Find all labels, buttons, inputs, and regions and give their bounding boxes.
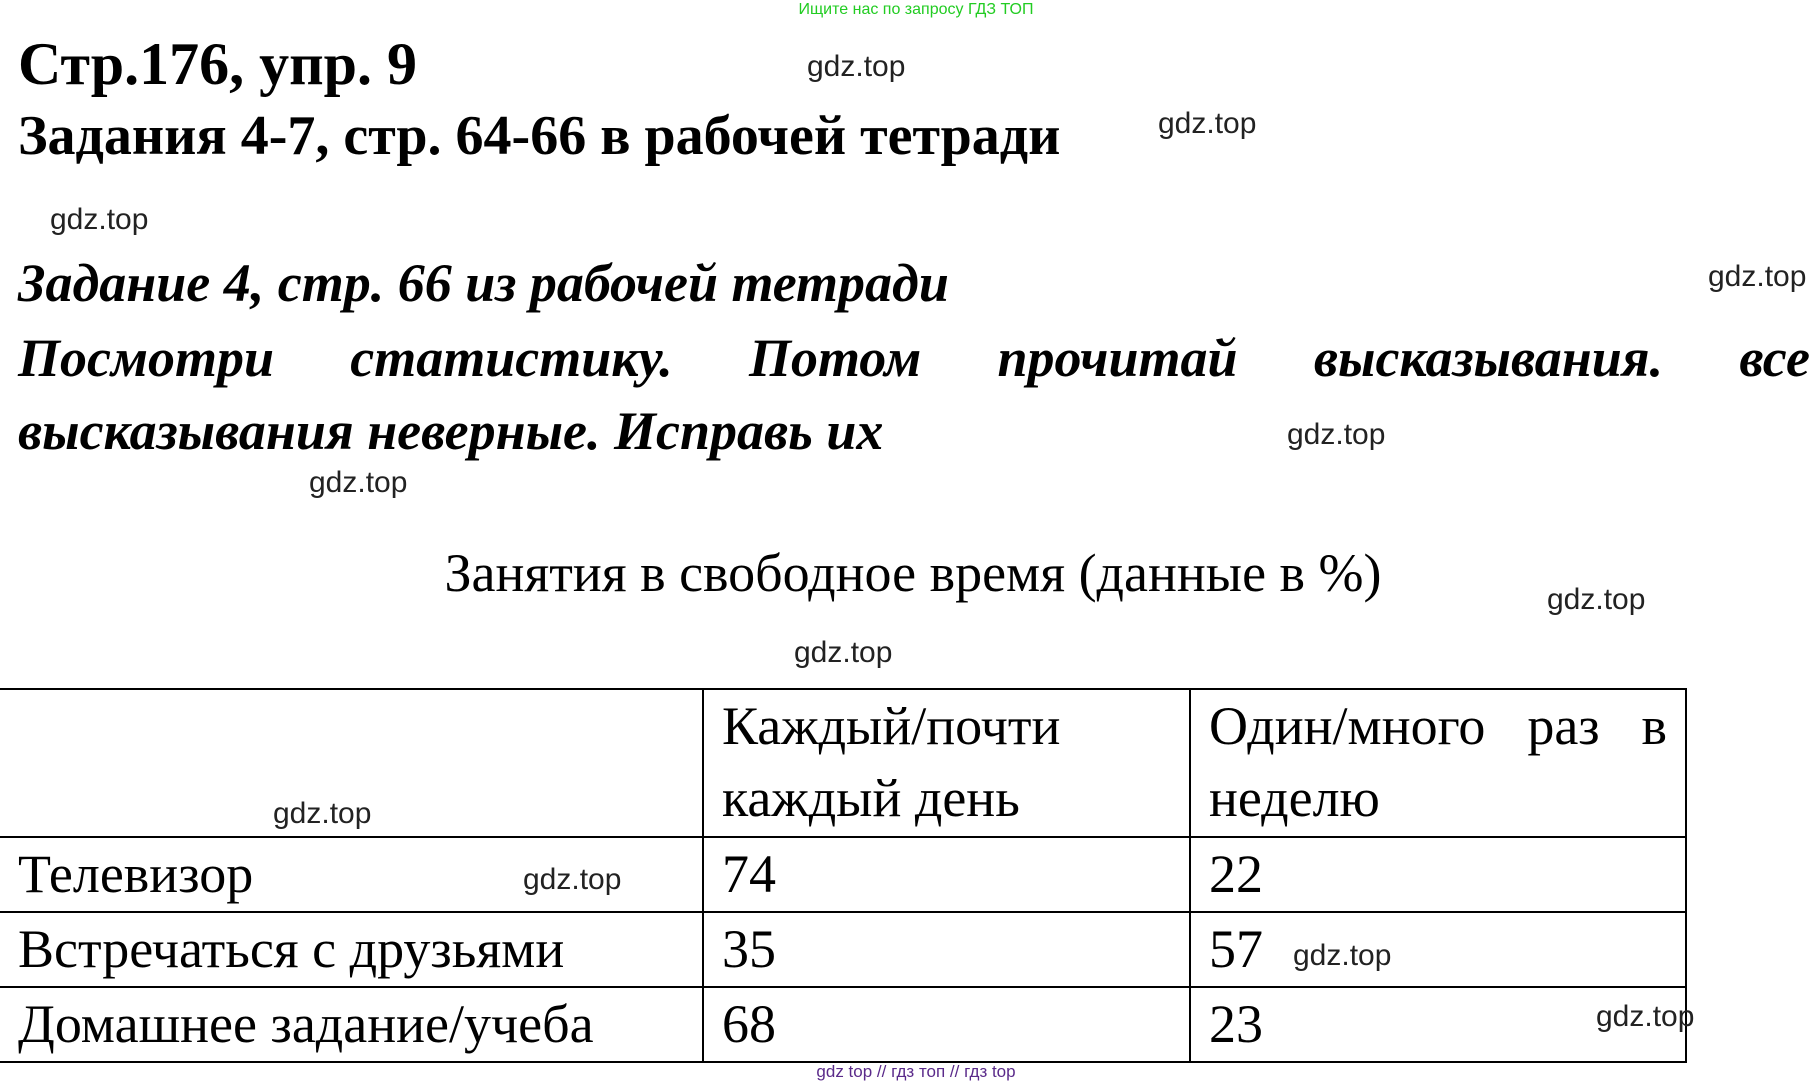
watermark: gdz.top — [1547, 583, 1646, 616]
watermark: gdz.top — [273, 797, 372, 830]
table-cell: 35 — [702, 911, 1191, 988]
statistics-table: Каждый/почти каждый день Один/много раз … — [0, 688, 1687, 1063]
table-header-row: Каждый/почти каждый день Один/много раз … — [0, 688, 1687, 838]
table-cell: Встречаться с друзьями — [0, 911, 704, 988]
table-row: Телевизор 74 22 — [0, 836, 1687, 913]
table-header-cell: Каждый/почти каждый день — [702, 688, 1191, 838]
table-row: Домашнее задание/учеба 68 23 — [0, 986, 1687, 1063]
header-label: Каждый/почти каждый день — [722, 696, 1061, 828]
watermark: gdz.top — [1708, 260, 1807, 293]
watermark: gdz.top — [523, 863, 622, 896]
top-note: Ищите нас по запросу ГДЗ ТОП — [798, 1, 1034, 18]
page-heading: Стр.176, упр. 9 — [18, 31, 418, 97]
table-header-cell: Один/много раз в неделю — [1189, 688, 1687, 838]
watermark: gdz.top — [1287, 418, 1386, 451]
table-cell: 57 — [1189, 911, 1687, 988]
watermark: gdz.top — [807, 50, 906, 83]
header-label: Один/много раз в неделю — [1209, 696, 1667, 828]
watermark: gdz.top — [1293, 939, 1392, 972]
table-title: Занятия в свободное время (данные в %) — [444, 543, 1382, 603]
watermark: gdz.top — [1596, 1000, 1695, 1033]
table-header-cell — [0, 688, 704, 838]
task-instruction: Посмотри статистику. Потом прочитай выск… — [18, 328, 1810, 461]
table-cell: 23 — [1189, 986, 1687, 1063]
table-row: Встречаться с друзьями 35 57 — [0, 911, 1687, 988]
watermark: gdz.top — [50, 203, 149, 236]
watermark: gdz.top — [794, 636, 893, 669]
page-subheading: Задания 4-7, стр. 64-66 в рабочей тетрад… — [18, 105, 1061, 167]
table-cell: 68 — [702, 986, 1191, 1063]
table-cell: 22 — [1189, 836, 1687, 913]
table-cell: Телевизор — [0, 836, 704, 913]
watermark: gdz.top — [1158, 107, 1257, 140]
table-cell: 74 — [702, 836, 1191, 913]
footer-watermark: gdz top // гдз топ // гдз top — [816, 1062, 1016, 1081]
watermark: gdz.top — [309, 466, 408, 499]
task-heading: Задание 4, стр. 66 из рабочей тетради — [18, 253, 949, 313]
table-cell: Домашнее задание/учеба — [0, 986, 704, 1063]
